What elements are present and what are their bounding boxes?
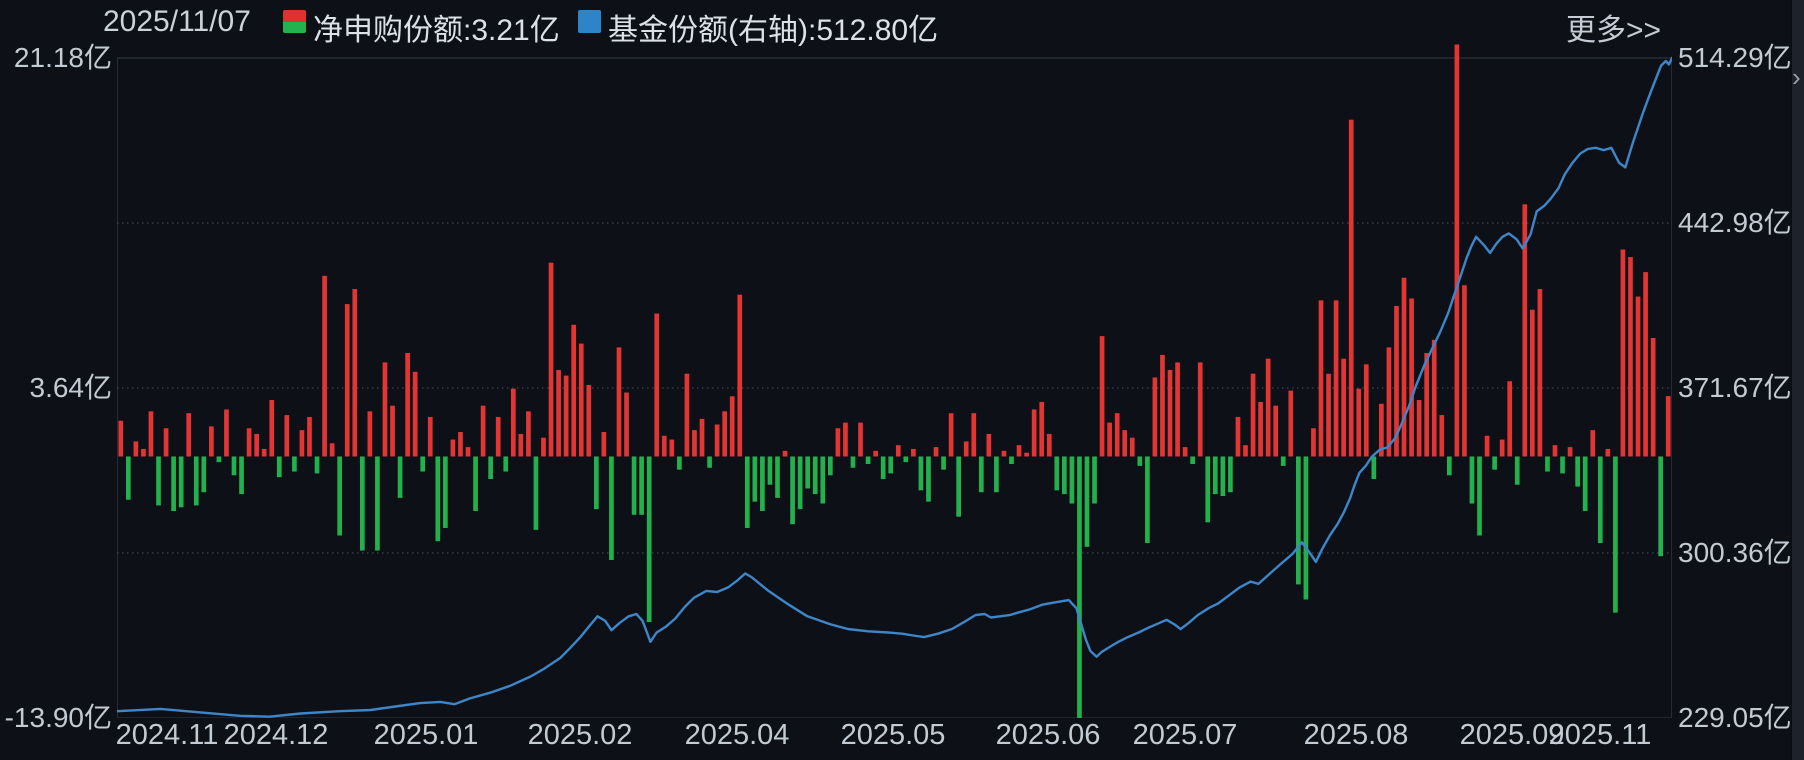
x-axis-label: 2025.05	[840, 719, 946, 751]
chart-header: 2025/11/07 净申购份额:3.21亿 基金份额(右轴):512.80亿 …	[0, 0, 1804, 47]
chevron-right-icon[interactable]: ›	[1792, 62, 1801, 92]
bar-legend-red-green-icon	[283, 10, 306, 33]
legend-green-half	[283, 21, 306, 33]
chart-canvas[interactable]	[117, 38, 1672, 718]
x-axis-label: 2024.11	[115, 719, 219, 751]
x-axis-label: 2025.01	[373, 719, 479, 751]
x-axis-label: 2025.09	[1459, 719, 1565, 751]
legend-line-label: 基金份额(右轴):512.80亿	[608, 14, 939, 47]
x-axis-label: 2024.12	[223, 719, 329, 751]
date-label: 2025/11/07	[103, 5, 251, 38]
y-axis-left-label-max: 21.18亿	[13, 42, 112, 73]
x-axis-label: 2025.07	[1132, 719, 1238, 751]
y-axis-left-label-min: -13.90亿	[4, 702, 112, 733]
chart-svg	[117, 44, 1672, 718]
y-axis-right-label-2: 442.98亿	[1678, 207, 1792, 238]
x-axis-label: 2025.11	[1548, 719, 1652, 751]
x-axis-label: 2025.08	[1303, 719, 1409, 751]
legend-bar-label: 净申购份额:3.21亿	[313, 14, 560, 47]
more-link[interactable]: 更多>>	[1566, 14, 1662, 47]
x-axis-label: 2025.06	[995, 719, 1101, 751]
y-axis-right-label-1: 514.29亿	[1678, 42, 1792, 73]
y-axis-right-label-4: 300.36亿	[1678, 537, 1792, 568]
x-axis-label: 2025.04	[684, 719, 790, 751]
right-edge-panel	[1791, 0, 1804, 760]
y-axis-right-label-5: 229.05亿	[1678, 702, 1792, 733]
y-axis-right-label-3: 371.67亿	[1678, 372, 1792, 403]
x-axis-label: 2025.02	[527, 719, 633, 751]
line-legend-blue-icon	[578, 10, 601, 33]
y-axis-left-label-mid: 3.64亿	[29, 372, 113, 403]
legend-red-half	[283, 10, 306, 22]
